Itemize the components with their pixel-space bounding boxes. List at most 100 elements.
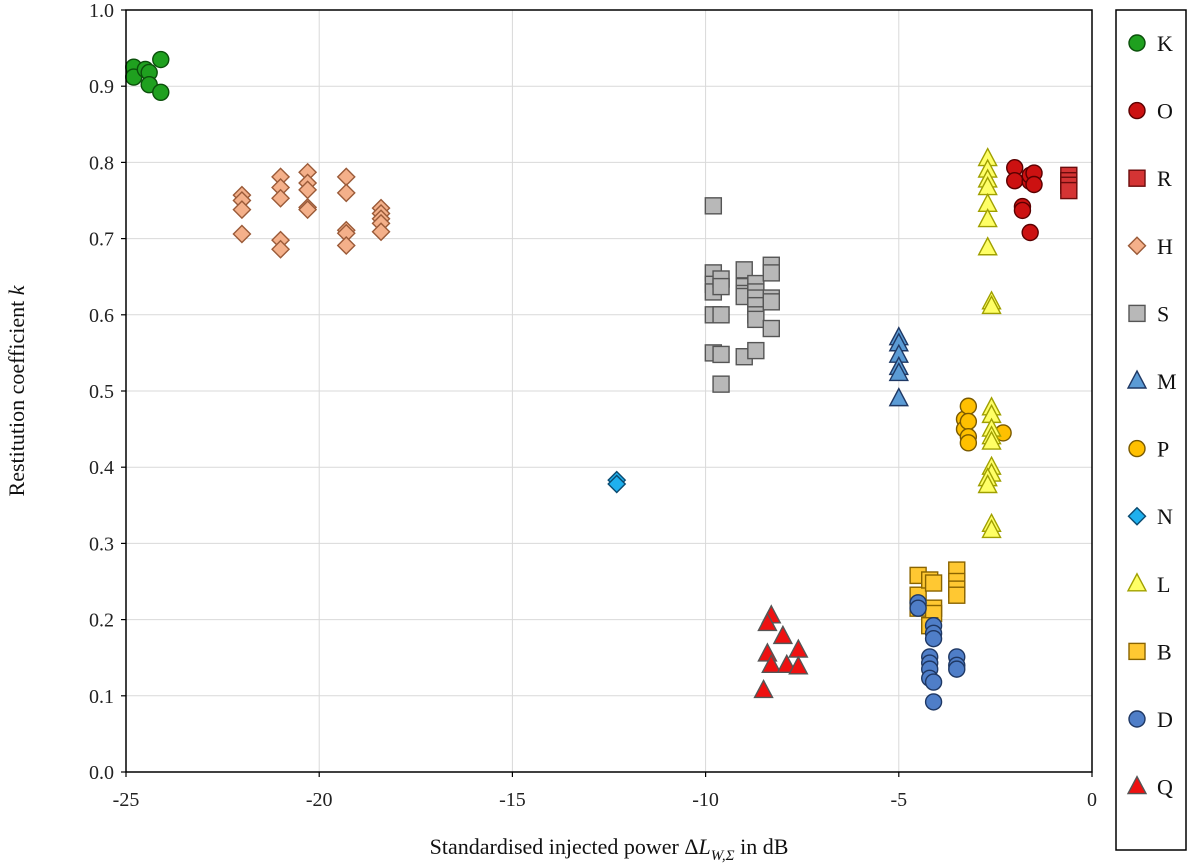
point-P	[959, 434, 978, 452]
point-N	[607, 474, 627, 494]
point-Q	[772, 624, 794, 645]
point-L	[977, 208, 998, 228]
point-M	[888, 387, 909, 407]
data-points	[125, 50, 1078, 711]
y-tick-label: 1.0	[89, 0, 114, 22]
legend-label: R	[1157, 166, 1172, 191]
point-S	[704, 197, 723, 215]
point-H	[271, 239, 291, 259]
legend-label: Q	[1157, 775, 1173, 800]
point-H	[271, 188, 291, 208]
series-N	[607, 470, 627, 494]
legend-marker-B	[1128, 642, 1146, 661]
legend-label: B	[1157, 639, 1172, 664]
point-P	[959, 397, 978, 415]
point-S	[735, 261, 753, 279]
point-P	[959, 412, 978, 431]
point-H	[371, 222, 391, 242]
point-O	[1025, 175, 1043, 194]
point-K	[152, 83, 170, 101]
point-L	[977, 236, 998, 256]
point-Q	[757, 611, 778, 632]
point-O	[1021, 223, 1039, 242]
legend-item-L: L	[1126, 572, 1170, 597]
legend-box	[1115, 9, 1187, 851]
legend-item-D: D	[1128, 707, 1173, 732]
legend-label: L	[1157, 572, 1170, 597]
legend-label: K	[1157, 31, 1173, 56]
legend-marker-Q	[1126, 775, 1148, 795]
legend-item-R: R	[1128, 166, 1172, 191]
grid-lines	[125, 9, 1093, 773]
legend-item-S: S	[1128, 301, 1169, 326]
x-tick-label: -5	[890, 789, 907, 811]
y-tick-label: 0.1	[89, 686, 114, 708]
legend-marker-N	[1127, 506, 1147, 526]
legend-marker-L	[1126, 572, 1148, 592]
legend-item-N: N	[1127, 504, 1173, 529]
y-tick-label: 0.0	[89, 762, 114, 784]
legend-marker-M	[1126, 369, 1148, 389]
series-D	[909, 594, 966, 711]
point-B	[924, 574, 943, 592]
point-H	[232, 224, 252, 244]
legend-item-Q: Q	[1126, 775, 1173, 800]
legend-label: O	[1157, 99, 1173, 124]
legend-label: H	[1157, 234, 1173, 259]
x-axis-title: Standardised injected power ΔLW,Σ in dB	[430, 834, 789, 864]
point-D	[924, 693, 943, 711]
point-Q	[788, 655, 809, 675]
y-tick-label: 0.3	[89, 533, 114, 555]
point-O	[1006, 171, 1024, 190]
axis-ticks: -25 -20 -15 -10 -5 0 0.0 0.1 0.2 0.3 0.4 0.5 0.6 0.7 0…	[89, 0, 1097, 811]
series-K	[125, 50, 170, 101]
point-S	[762, 319, 780, 338]
legend-label: P	[1157, 437, 1169, 462]
point-S	[712, 375, 730, 393]
point-S	[762, 293, 780, 311]
point-S	[712, 277, 730, 296]
series-H	[232, 162, 391, 259]
series-S	[704, 197, 780, 393]
point-S	[747, 310, 765, 329]
series-R	[1060, 166, 1078, 200]
legend-marker-S	[1128, 304, 1146, 323]
point-H	[232, 200, 252, 220]
legend-marker-O	[1128, 101, 1146, 120]
y-tick-label: 0.4	[89, 457, 114, 479]
legend-item-K: K	[1128, 31, 1173, 56]
y-tick-label: 0.2	[89, 610, 114, 632]
point-S	[762, 264, 780, 282]
point-O	[1013, 201, 1032, 220]
y-tick-label: 0.6	[89, 305, 114, 327]
series-M	[888, 326, 909, 407]
legend-marker-P	[1128, 439, 1146, 458]
point-Q	[757, 642, 778, 662]
x-tick-label: -10	[692, 789, 719, 811]
point-S	[747, 341, 765, 360]
point-M	[888, 361, 909, 382]
point-Q	[776, 653, 797, 674]
point-Q	[753, 678, 774, 699]
legend: K O R H S M P N L B D Q	[1126, 31, 1177, 800]
point-D	[909, 599, 927, 617]
series-O	[1006, 159, 1043, 242]
point-D	[924, 673, 943, 691]
series-L	[977, 147, 1002, 539]
point-H	[336, 167, 356, 187]
point-D	[924, 629, 943, 648]
x-tick-label: -20	[306, 789, 333, 811]
point-L	[977, 473, 998, 494]
y-tick-label: 0.9	[89, 76, 114, 98]
series-Q	[753, 604, 809, 699]
point-H	[336, 183, 356, 203]
legend-marker-H	[1127, 236, 1147, 256]
point-Q	[761, 653, 782, 674]
legend-label: M	[1157, 369, 1177, 394]
x-tick-label: -15	[499, 789, 526, 811]
legend-marker-D	[1128, 710, 1146, 728]
y-tick-label: 0.8	[89, 152, 114, 174]
legend-item-M: M	[1126, 369, 1177, 394]
y-axis-title: Restitution coefficient k	[4, 284, 29, 496]
